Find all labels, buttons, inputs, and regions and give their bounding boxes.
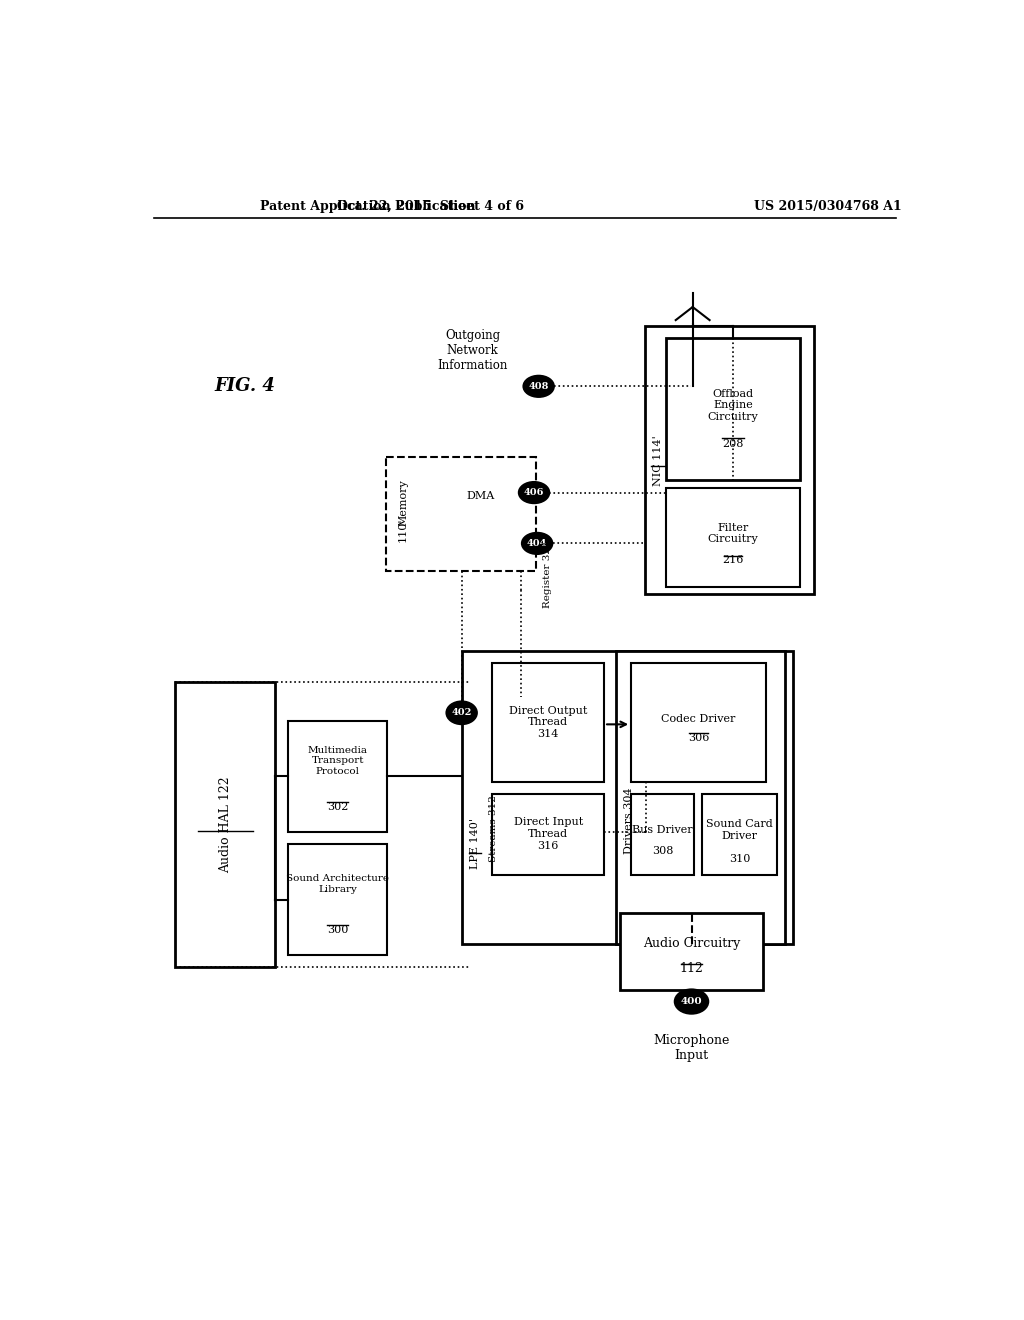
Text: Direct Input
Thread
316: Direct Input Thread 316 [514, 817, 583, 850]
Ellipse shape [523, 375, 554, 397]
Text: 408: 408 [528, 381, 549, 391]
Text: Memory: Memory [398, 479, 409, 525]
Text: 208: 208 [722, 438, 743, 449]
Text: 310: 310 [729, 854, 751, 863]
Text: 404: 404 [527, 539, 547, 548]
Text: 406: 406 [524, 488, 544, 498]
Text: 400: 400 [681, 997, 702, 1006]
Text: Offload
Engine
Circuitry: Offload Engine Circuitry [708, 388, 759, 422]
Bar [666, 338, 801, 480]
Text: Patent Application Publication: Patent Application Publication [260, 199, 475, 213]
Text: Register 324: Register 324 [544, 540, 552, 609]
Bar [493, 663, 604, 781]
Bar [645, 326, 814, 594]
Text: US 2015/0304768 A1: US 2015/0304768 A1 [755, 199, 902, 213]
Text: Direct Output
Thread
314: Direct Output Thread 314 [509, 706, 588, 739]
Text: Microphone
Input: Microphone Input [653, 1034, 730, 1061]
Text: FIG. 4: FIG. 4 [214, 376, 275, 395]
Text: 300: 300 [327, 925, 348, 936]
Text: DMA: DMA [466, 491, 495, 500]
Text: 110': 110' [398, 517, 409, 541]
Ellipse shape [446, 701, 477, 725]
Text: 308: 308 [652, 846, 674, 855]
Text: Audio HAL 122: Audio HAL 122 [219, 776, 231, 873]
Bar [289, 721, 387, 832]
Text: 306: 306 [688, 733, 710, 743]
Text: Audio Circuitry: Audio Circuitry [643, 937, 740, 950]
Text: 302: 302 [327, 803, 348, 812]
Ellipse shape [521, 533, 553, 554]
Bar [701, 793, 777, 874]
Text: Drivers 304: Drivers 304 [624, 787, 634, 854]
Text: Oct. 22, 2015  Sheet 4 of 6: Oct. 22, 2015 Sheet 4 of 6 [337, 199, 524, 213]
Text: Codec Driver: Codec Driver [662, 714, 735, 723]
Text: 402: 402 [452, 709, 472, 717]
Text: Streams 312: Streams 312 [489, 795, 499, 862]
Bar [493, 793, 604, 874]
Bar [175, 682, 275, 966]
Bar [289, 843, 387, 956]
Text: Filter
Circuitry: Filter Circuitry [708, 523, 759, 544]
Text: Sound Card
Driver: Sound Card Driver [707, 820, 773, 841]
Text: Bus Driver: Bus Driver [632, 825, 693, 836]
Text: LPE 140': LPE 140' [470, 818, 480, 869]
Bar [621, 913, 763, 990]
Bar [386, 457, 537, 572]
Bar [462, 651, 793, 944]
Text: Outgoing
Network
Information: Outgoing Network Information [437, 330, 508, 372]
Bar [631, 663, 766, 781]
Text: Multimedia
Transport
Protocol: Multimedia Transport Protocol [307, 746, 368, 776]
Text: Sound Architecture
Library: Sound Architecture Library [286, 874, 389, 894]
Bar [615, 651, 785, 944]
Ellipse shape [518, 482, 550, 503]
Text: NIC 114': NIC 114' [653, 434, 663, 486]
Text: 112: 112 [680, 962, 703, 975]
Bar [666, 488, 801, 586]
Ellipse shape [675, 989, 709, 1014]
Bar [631, 793, 694, 874]
Text: 216: 216 [722, 556, 743, 565]
